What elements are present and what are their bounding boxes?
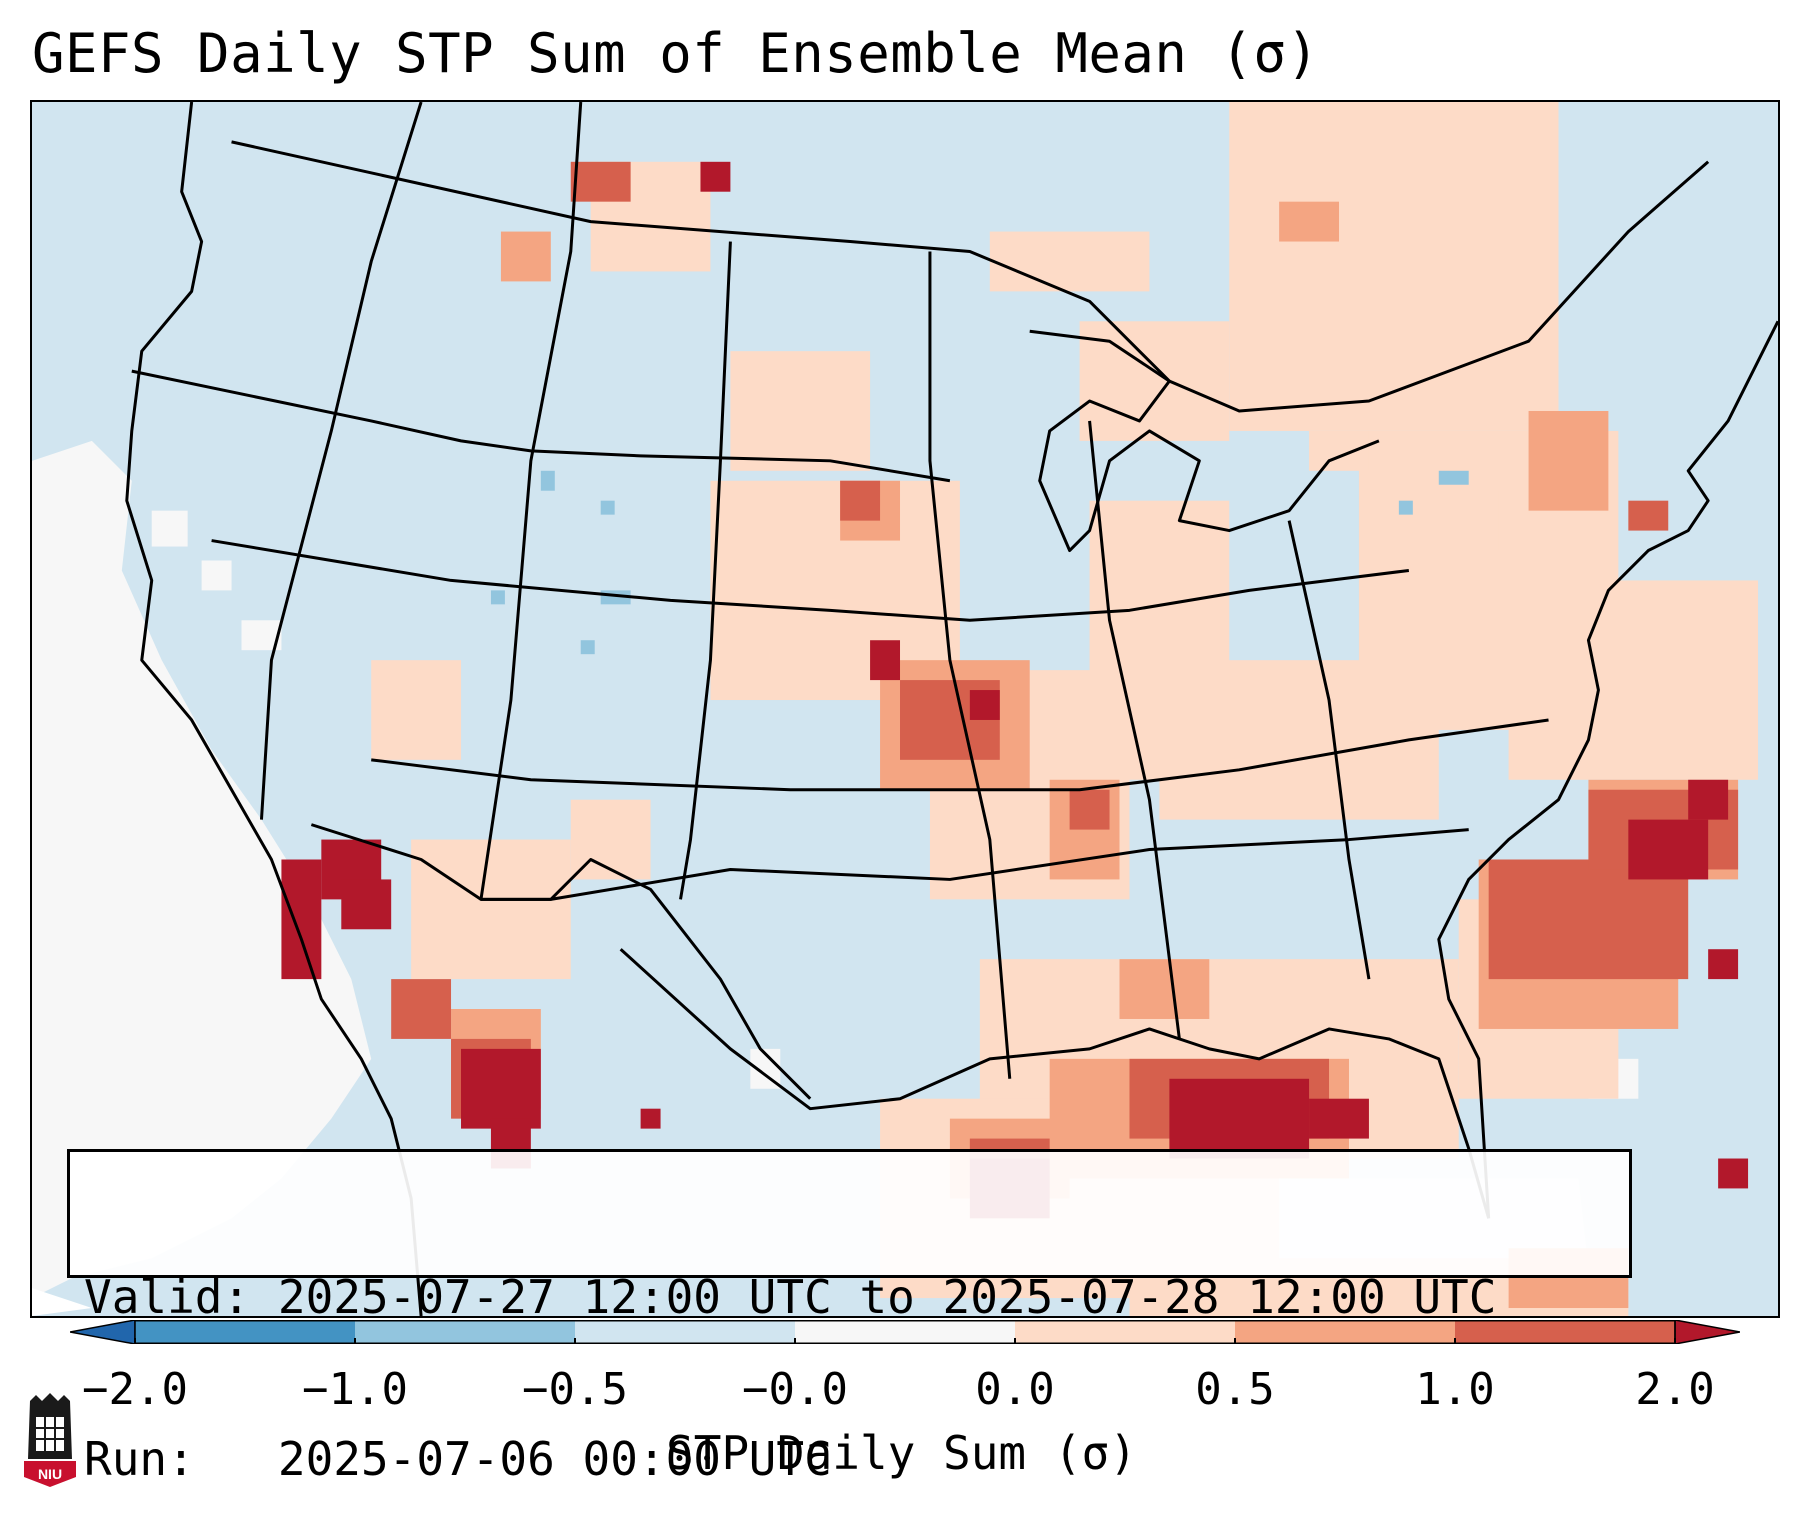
state-line-7 (679, 241, 732, 900)
colorbar-bin (355, 1320, 575, 1344)
great-lakes (1029, 329, 1380, 553)
pacific-coastline (125, 102, 423, 1316)
colorbar-bin (575, 1320, 795, 1344)
colorbar-label: STP Daily Sum (σ) (666, 1426, 1137, 1480)
niu-logo: NIU (24, 1393, 76, 1487)
colorbar-tick-label: 0.5 (1195, 1364, 1275, 1415)
colorbar-tick-label: −2.0 (82, 1364, 188, 1415)
map-title: GEFS Daily STP Sum of Ensemble Mean (σ) (32, 22, 1320, 85)
state-line-9 (1088, 420, 1181, 1040)
state-line-3 (371, 718, 1549, 792)
stp-anomaly-map (32, 102, 1778, 1316)
run-label: Run: (84, 1432, 195, 1486)
colorbar-tick-label: 1.0 (1415, 1364, 1495, 1415)
negative-anomaly-cells (490, 470, 1469, 655)
colorbar-tick-label: −0.5 (522, 1364, 628, 1415)
colorbar-tick-label: −1.0 (302, 1364, 408, 1415)
map-panel (30, 100, 1780, 1318)
valid-time-value: 2025-07-27 12:00 UTC to 2025-07-28 12:00… (277, 1270, 1497, 1324)
colorbar-extend-high (1674, 1320, 1740, 1344)
state-line-4 (480, 828, 1469, 901)
colorbar-outline (134, 1320, 1676, 1344)
valid-label: Valid: (84, 1270, 251, 1324)
run-row: Run: 2025-07-06 00:00 UTC (84, 1432, 1615, 1486)
colorbar-bin (135, 1320, 355, 1344)
atlantic-coastline (1437, 320, 1778, 1219)
colorbar-extend-low (70, 1320, 136, 1344)
colorbar-tick-label: 2.0 (1635, 1364, 1715, 1415)
mexico-border (310, 823, 812, 1100)
state-line-8 (928, 251, 1012, 1079)
colorbar-bin (1235, 1320, 1455, 1344)
colorbar-bin (795, 1320, 1015, 1344)
colorbar (70, 1320, 1740, 1344)
colorbar-bin (1015, 1320, 1235, 1344)
logo-text: NIU (38, 1466, 62, 1482)
state-line-5 (259, 102, 423, 820)
boundary-lines (125, 102, 1778, 1316)
valid-row: Valid: 2025-07-27 12:00 UTC to 2025-07-2… (84, 1270, 1615, 1324)
valid-run-info-box: Valid: 2025-07-27 12:00 UTC to 2025-07-2… (67, 1149, 1632, 1486)
state-line-1 (131, 369, 951, 483)
run-time-value: 2025-07-06 00:00 UTC (277, 1432, 832, 1486)
colorbar-bin (1455, 1320, 1675, 1344)
colorbar-tick-label: −0.0 (742, 1364, 848, 1415)
state-line-2 (211, 539, 1410, 622)
state-line-10 (1287, 520, 1371, 980)
extreme-anomaly-cells (281, 161, 1749, 1219)
colorbar-tick-label: 0.0 (975, 1364, 1055, 1415)
state-line-6 (479, 102, 583, 900)
